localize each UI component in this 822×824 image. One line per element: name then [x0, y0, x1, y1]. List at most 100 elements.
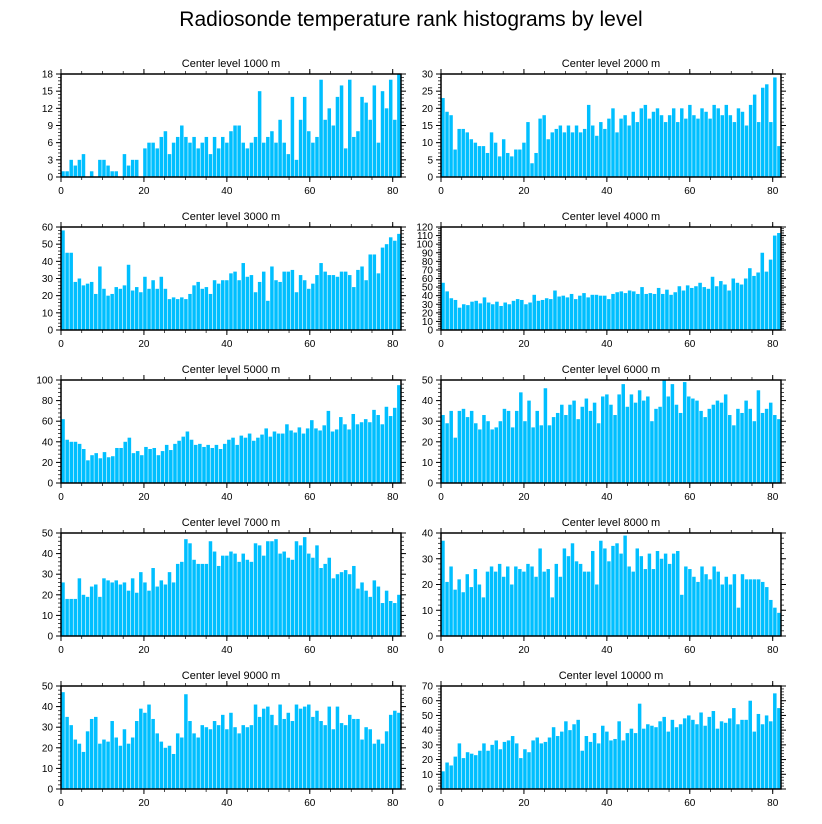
bar — [261, 271, 266, 330]
bar — [658, 721, 662, 789]
bar — [768, 259, 773, 330]
bar — [584, 736, 589, 789]
bar — [77, 743, 82, 789]
bar — [98, 743, 102, 789]
bar — [106, 295, 110, 330]
bar — [282, 718, 286, 789]
bar — [307, 553, 311, 636]
bar — [233, 727, 237, 789]
bar — [106, 580, 110, 636]
bar — [631, 571, 635, 637]
bar — [457, 743, 462, 789]
bar — [666, 731, 671, 789]
bar — [485, 571, 490, 637]
bar — [534, 152, 538, 177]
chart-panel-8: Center level 8000 m 0 10 20 30 40 0 20 40 60 80 — [422, 517, 786, 656]
bar — [222, 443, 227, 483]
bar — [98, 596, 102, 636]
bar — [708, 579, 712, 636]
bar — [740, 111, 745, 177]
bar — [549, 299, 553, 330]
bar — [644, 293, 648, 330]
bar — [274, 725, 278, 789]
x-tick-label: 80 — [387, 798, 399, 809]
bar — [736, 108, 741, 177]
bar — [474, 300, 478, 330]
y-tick-label: 60 — [422, 274, 434, 285]
bar — [114, 580, 118, 636]
bar — [756, 390, 761, 483]
bar — [773, 693, 777, 789]
bar — [85, 283, 90, 330]
bar — [728, 718, 732, 789]
bar — [323, 271, 327, 330]
bar — [171, 297, 176, 330]
bar — [662, 380, 666, 483]
bar — [69, 725, 73, 789]
bar — [695, 724, 699, 789]
x-tick-label: 60 — [304, 339, 316, 350]
bar — [573, 299, 578, 330]
bar — [143, 148, 147, 177]
y-tick-label: 15 — [42, 87, 54, 98]
bar — [695, 400, 699, 483]
bar — [251, 440, 256, 483]
bar — [73, 598, 78, 636]
bar — [239, 435, 244, 483]
x-tick-label: 20 — [518, 339, 530, 350]
bar — [568, 730, 572, 789]
bar — [478, 429, 482, 483]
bar — [481, 146, 486, 177]
bar — [503, 302, 507, 330]
bar — [331, 729, 336, 789]
bar — [134, 287, 139, 330]
bar — [233, 553, 237, 636]
bar — [106, 165, 110, 177]
bar — [441, 98, 445, 177]
bar — [445, 291, 449, 331]
bar — [339, 417, 343, 483]
bar — [578, 295, 582, 330]
bar — [237, 280, 241, 330]
bar — [602, 295, 607, 330]
bar — [678, 724, 683, 789]
bar — [155, 288, 159, 330]
bar — [551, 727, 556, 789]
bar — [139, 708, 143, 789]
panel-title: Center level 7000 m — [182, 517, 280, 529]
bar — [249, 142, 254, 177]
bar — [348, 574, 352, 636]
x-tick-label: 0 — [438, 798, 444, 809]
bar — [667, 563, 672, 636]
bar — [249, 725, 254, 789]
bar — [580, 406, 585, 483]
bar — [315, 136, 319, 177]
bar — [752, 94, 757, 177]
bar — [180, 125, 184, 177]
bar — [570, 543, 575, 636]
bar — [554, 563, 559, 636]
bar — [546, 139, 550, 177]
bar — [596, 743, 601, 789]
bar — [286, 271, 291, 330]
bar — [319, 79, 323, 177]
bar — [397, 233, 401, 330]
bar — [81, 154, 86, 177]
bar — [744, 579, 749, 636]
bar — [323, 563, 327, 636]
bar — [171, 753, 176, 789]
y-tick-label: 20 — [422, 580, 434, 591]
bar — [680, 594, 684, 636]
bar — [506, 152, 510, 177]
bar — [243, 437, 248, 483]
bar — [266, 706, 270, 789]
x-tick-label: 0 — [58, 798, 64, 809]
bar — [152, 447, 157, 483]
bar — [736, 724, 740, 789]
bar — [69, 598, 73, 636]
bar — [297, 427, 302, 483]
bar — [674, 404, 679, 483]
bar — [740, 412, 744, 483]
bar — [607, 299, 611, 330]
bar — [65, 598, 69, 636]
